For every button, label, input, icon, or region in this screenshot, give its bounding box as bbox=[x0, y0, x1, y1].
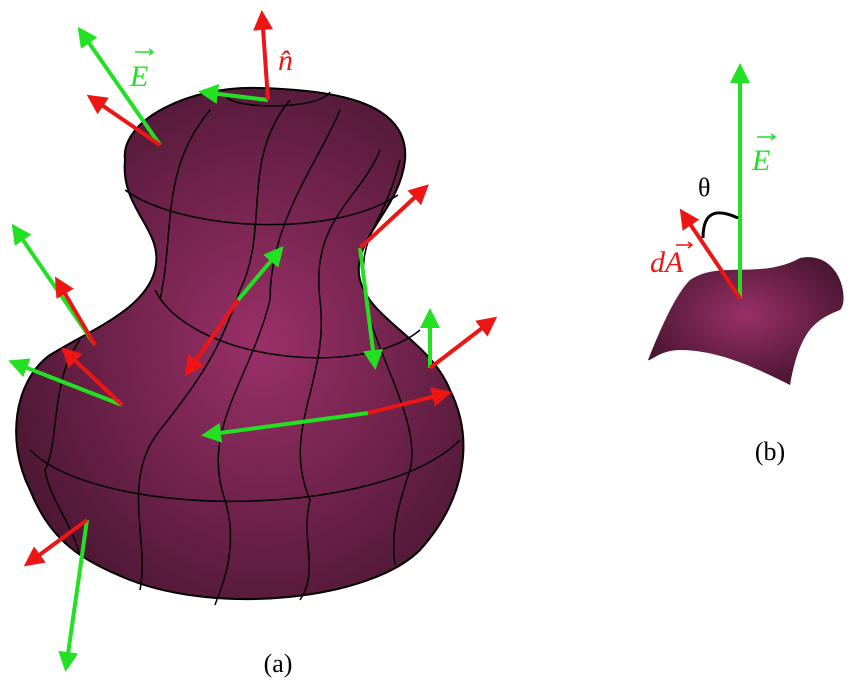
area-label: dA bbox=[650, 246, 684, 279]
diagram: E n̂ E dA θ (a) (b) bbox=[0, 0, 853, 685]
surface-a bbox=[16, 88, 463, 605]
caption: (a) bbox=[264, 649, 293, 678]
field-label: E bbox=[129, 60, 148, 93]
angle-arc bbox=[703, 213, 738, 238]
caption: (b) bbox=[755, 437, 785, 466]
normal-label: n̂ bbox=[278, 44, 293, 77]
field-label: E bbox=[751, 144, 770, 177]
angle-label: θ bbox=[698, 173, 710, 202]
